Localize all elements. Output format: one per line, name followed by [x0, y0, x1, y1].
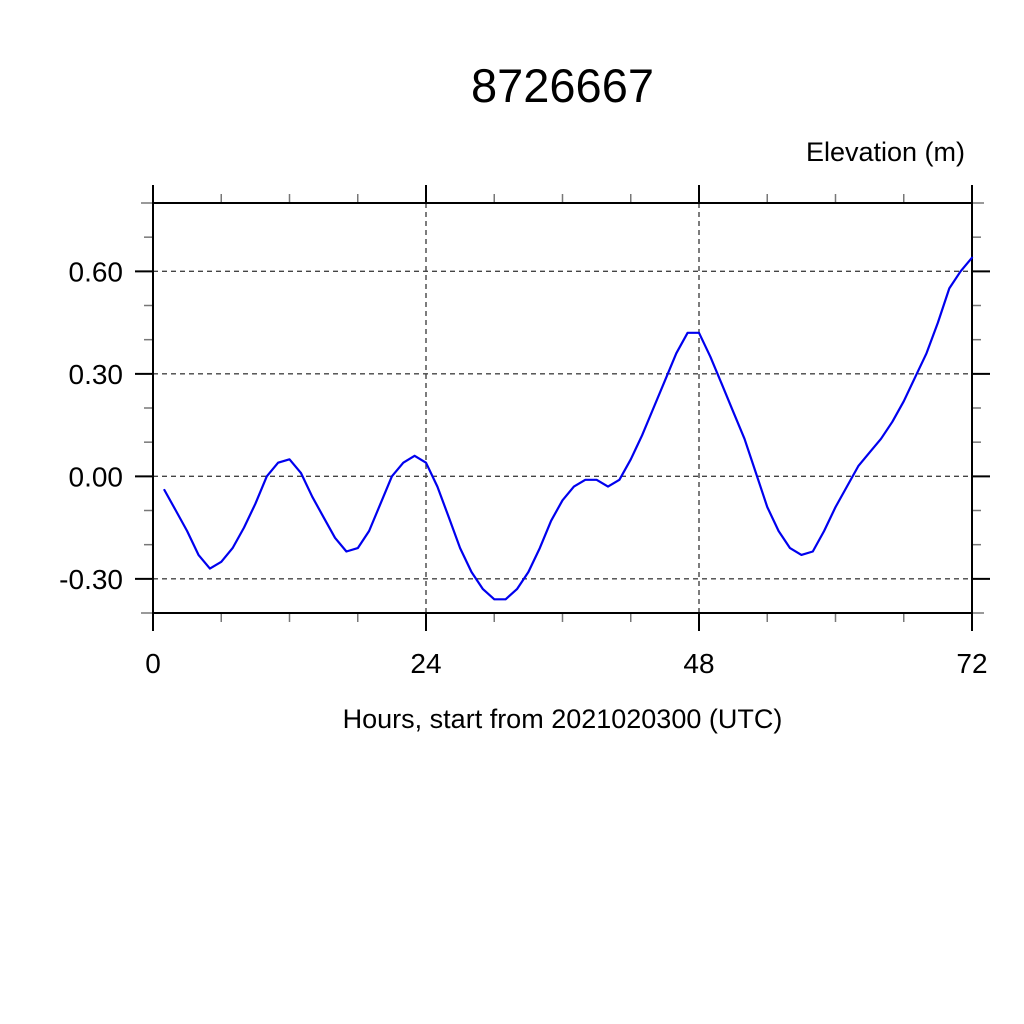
- x-tick-label: 72: [956, 648, 987, 679]
- chart-title: 8726667: [471, 59, 654, 112]
- x-tick-label: 24: [410, 648, 441, 679]
- plot-frame: [152, 202, 973, 614]
- x-axis-label: Hours, start from 2021020300 (UTC): [342, 704, 783, 734]
- y-tick-label: -0.30: [59, 564, 123, 595]
- right-axis-label: Elevation (m): [805, 137, 965, 167]
- x-tick-label: 0: [145, 648, 161, 679]
- y-tick-label: 0.30: [69, 359, 124, 390]
- y-tick-label: 0.00: [69, 461, 124, 492]
- elevation-line: [163, 256, 974, 601]
- x-tick-label: 48: [683, 648, 714, 679]
- y-tick-label: 0.60: [69, 256, 124, 287]
